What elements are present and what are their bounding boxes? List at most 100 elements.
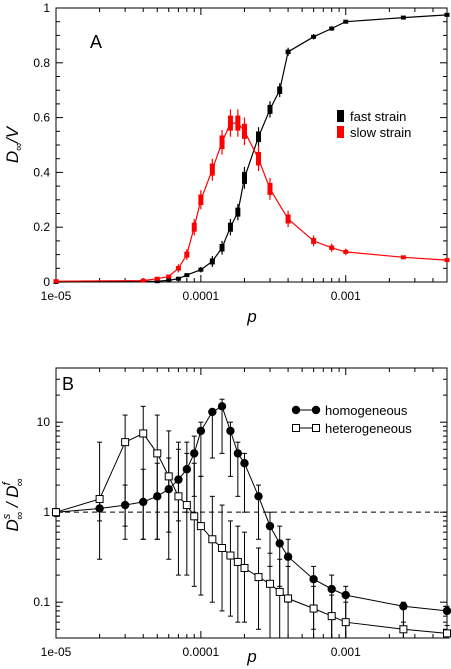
data-point-slow-strain	[235, 115, 241, 131]
data-point-slow-strain	[444, 258, 450, 263]
data-point-homogeneous	[265, 521, 275, 531]
data-point-slow-strain	[154, 276, 160, 281]
data-point-slow-strain	[329, 245, 335, 251]
data-point-fast-strain	[400, 15, 406, 20]
legend-label-heterogeneous: heterogeneous	[325, 421, 412, 436]
data-point-slow-strain	[227, 115, 233, 131]
data-point-heterogeneous	[121, 438, 130, 447]
legend-swatch-fast-strain	[337, 110, 344, 122]
legend-b: homogeneous heterogeneous	[291, 403, 412, 436]
legend-marker-homogeneous	[291, 405, 301, 415]
series-line-slow-strain	[55, 122, 448, 282]
y-axis-label-a: D∞/V	[3, 125, 25, 163]
series-layer-a	[53, 12, 450, 284]
data-point-fast-strain	[175, 276, 181, 281]
legend-marker-heterogeneous	[292, 424, 300, 432]
data-point-fast-strain	[198, 267, 204, 272]
data-point-homogeneous	[442, 606, 451, 616]
data-point-heterogeneous	[265, 579, 274, 588]
y-tick-label: 1	[43, 505, 50, 519]
y-tick-label: 0.4	[33, 165, 50, 179]
data-point-fast-strain	[444, 12, 450, 17]
data-point-heterogeneous	[327, 612, 336, 621]
data-point-homogeneous	[309, 575, 318, 584]
data-point-heterogeneous	[341, 618, 350, 627]
data-point-heterogeneous	[233, 557, 242, 566]
x-tick-label: 0.0001	[183, 289, 220, 303]
data-point-fast-strain	[209, 258, 215, 265]
x-tick-label: 0.001	[331, 645, 361, 659]
legend-label-slow-strain: slow strain	[350, 125, 411, 140]
panel-label-b: B	[62, 374, 74, 394]
data-point-fast-strain	[256, 131, 262, 143]
data-point-slow-strain	[184, 251, 190, 258]
data-point-heterogeneous	[164, 472, 173, 481]
data-point-slow-strain	[400, 255, 406, 260]
panel-b: 1e-05 0.0001 0.001 0.1 1 10 B homogeneous het…	[1, 367, 451, 666]
data-point-homogeneous	[233, 449, 243, 458]
legend-a: fast strain slow strain	[337, 109, 411, 140]
y-axis-label-b: Ds∞ / Df∞	[1, 478, 26, 531]
panel-a: 1e-05 0.0001 0.001 0 0.2 0.4 0.6 0.8 1 A fast st…	[3, 1, 450, 326]
data-point-fast-strain	[329, 26, 335, 31]
data-point-heterogeneous	[174, 492, 183, 501]
y-tick-label: 10	[37, 415, 51, 429]
data-point-homogeneous	[226, 426, 235, 436]
data-point-heterogeneous	[182, 501, 191, 510]
data-point-slow-strain	[219, 135, 225, 150]
legend-label-homogeneous: homogeneous	[325, 403, 408, 418]
x-axis-label-b: p	[246, 647, 256, 666]
data-point-homogeneous	[341, 590, 350, 600]
data-point-homogeneous	[275, 539, 284, 548]
panel-label-a: A	[90, 32, 102, 52]
data-point-slow-strain	[140, 278, 146, 283]
series-line-fast-strain	[55, 14, 448, 283]
series-layer-b	[51, 398, 451, 639]
data-point-fast-strain	[227, 222, 233, 232]
data-point-fast-strain	[267, 104, 273, 114]
data-point-heterogeneous	[284, 594, 293, 603]
series-line-homogeneous	[55, 405, 448, 612]
y-tick-label: 0	[43, 275, 50, 289]
data-point-homogeneous	[217, 402, 227, 411]
data-point-fast-strain	[235, 207, 241, 217]
data-point-heterogeneous	[226, 551, 235, 560]
x-tick-label: 0.0001	[183, 645, 220, 659]
data-point-fast-strain	[154, 279, 160, 284]
data-point-slow-strain	[209, 163, 215, 176]
data-point-fast-strain	[277, 86, 283, 94]
data-point-heterogeneous	[240, 563, 249, 572]
axis-ticks-b: 1e-05 0.0001 0.001 0.1 1 10	[33, 367, 448, 659]
data-point-homogeneous	[240, 459, 249, 468]
data-point-slow-strain	[166, 274, 172, 279]
data-point-heterogeneous	[153, 449, 162, 458]
data-point-slow-strain	[198, 194, 204, 206]
data-point-heterogeneous	[196, 522, 205, 531]
data-point-heterogeneous	[218, 544, 227, 552]
data-point-heterogeneous	[95, 495, 104, 504]
data-point-heterogeneous	[443, 629, 451, 638]
x-axis-label-a: p	[246, 307, 256, 326]
data-point-slow-strain	[256, 151, 262, 166]
data-point-fast-strain	[311, 34, 317, 39]
plot-frame-b	[55, 367, 448, 639]
svg-text:Ds∞ / Df∞: Ds∞ / Df∞	[1, 478, 26, 531]
data-point-fast-strain	[241, 171, 247, 184]
data-point-heterogeneous	[275, 587, 284, 596]
x-tick-label: 0.001	[331, 289, 361, 303]
data-point-slow-strain	[241, 123, 247, 139]
data-point-slow-strain	[175, 266, 181, 271]
data-point-heterogeneous	[309, 604, 318, 613]
data-point-homogeneous	[283, 552, 293, 561]
data-point-homogeneous	[327, 584, 336, 594]
y-tick-label: 0.1	[33, 595, 50, 609]
y-tick-label: 1	[43, 1, 50, 15]
data-point-slow-strain	[311, 237, 317, 244]
data-point-heterogeneous	[52, 508, 60, 517]
data-point-slow-strain	[267, 182, 273, 195]
data-point-heterogeneous	[190, 512, 199, 521]
svg-text:D∞/V: D∞/V	[3, 125, 25, 163]
x-tick-label: 1e-05	[41, 645, 72, 659]
legend-swatch-slow-strain	[337, 126, 344, 138]
y-tick-label: 0.2	[33, 220, 50, 234]
